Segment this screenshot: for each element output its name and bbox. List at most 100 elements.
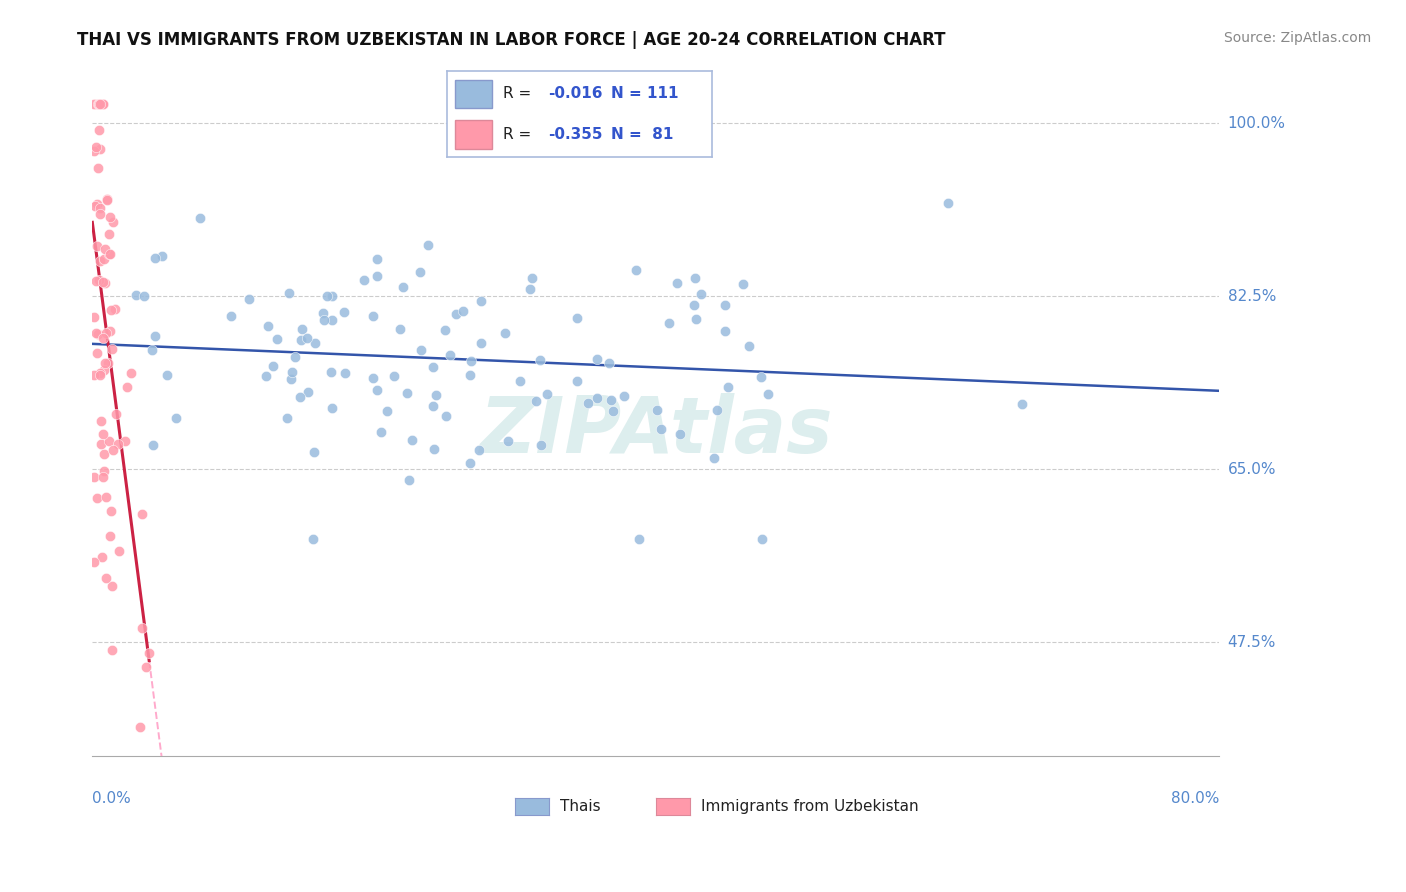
Point bbox=[141, 343, 163, 357]
Point bbox=[87, 161, 110, 175]
Text: 80.0%: 80.0% bbox=[1171, 791, 1219, 805]
Point bbox=[321, 401, 343, 415]
Point bbox=[389, 322, 412, 336]
Point bbox=[683, 271, 706, 285]
Point bbox=[83, 368, 105, 383]
Point bbox=[93, 252, 115, 266]
Point bbox=[598, 356, 620, 370]
Text: 100.0%: 100.0% bbox=[1227, 116, 1285, 131]
Point bbox=[519, 282, 541, 296]
Point bbox=[291, 322, 314, 336]
Point bbox=[87, 96, 110, 111]
Point bbox=[451, 304, 474, 318]
Point bbox=[262, 359, 284, 373]
Point bbox=[335, 366, 357, 380]
Point bbox=[84, 140, 107, 154]
Point bbox=[522, 271, 544, 285]
Point bbox=[280, 372, 302, 386]
Point bbox=[302, 532, 325, 546]
Point bbox=[422, 400, 444, 414]
Point bbox=[97, 227, 120, 241]
Point bbox=[89, 273, 111, 287]
Point bbox=[370, 425, 392, 439]
Point bbox=[98, 246, 121, 260]
Point bbox=[434, 409, 457, 423]
Point bbox=[297, 385, 319, 400]
Point bbox=[524, 393, 547, 408]
Point bbox=[565, 374, 588, 388]
Text: THAI VS IMMIGRANTS FROM UZBEKISTAN IN LABOR FORCE | AGE 20-24 CORRELATION CHART: THAI VS IMMIGRANTS FROM UZBEKISTAN IN LA… bbox=[77, 31, 946, 49]
Point bbox=[100, 579, 122, 593]
Point bbox=[94, 242, 117, 256]
Point bbox=[284, 351, 307, 365]
Point bbox=[425, 388, 447, 402]
Point bbox=[689, 286, 711, 301]
Point bbox=[585, 352, 607, 367]
Point bbox=[401, 433, 423, 447]
Point bbox=[446, 308, 468, 322]
Text: 82.5%: 82.5% bbox=[1227, 289, 1275, 304]
Point bbox=[89, 96, 111, 111]
Point bbox=[361, 309, 384, 323]
Point bbox=[238, 293, 260, 307]
Point bbox=[382, 368, 405, 383]
Point bbox=[104, 302, 127, 317]
Point bbox=[98, 324, 121, 338]
Point bbox=[93, 96, 115, 111]
Point bbox=[468, 443, 491, 458]
Point bbox=[86, 96, 108, 111]
Point bbox=[131, 507, 153, 521]
Point bbox=[90, 414, 112, 428]
Point bbox=[86, 491, 108, 505]
Point bbox=[751, 532, 773, 546]
Point bbox=[624, 263, 647, 277]
Point bbox=[714, 324, 737, 338]
Point bbox=[108, 544, 131, 558]
Point bbox=[613, 389, 636, 403]
Point bbox=[602, 404, 624, 418]
Point bbox=[129, 719, 152, 733]
Point bbox=[254, 368, 277, 383]
Point bbox=[576, 395, 599, 409]
Point bbox=[100, 303, 122, 318]
Point bbox=[312, 306, 335, 320]
Point bbox=[567, 311, 589, 326]
Point bbox=[97, 356, 120, 370]
Point bbox=[94, 490, 117, 504]
Point bbox=[188, 211, 211, 225]
Point bbox=[165, 410, 187, 425]
Point bbox=[470, 293, 492, 308]
Point bbox=[114, 434, 136, 448]
Point bbox=[143, 251, 166, 265]
Point bbox=[685, 312, 707, 326]
Point bbox=[93, 362, 115, 376]
Point bbox=[104, 407, 127, 421]
Point bbox=[749, 369, 772, 384]
Point bbox=[120, 366, 142, 380]
Point bbox=[256, 318, 278, 333]
Point bbox=[706, 402, 728, 417]
Point bbox=[276, 411, 298, 425]
Point bbox=[91, 550, 114, 565]
Point bbox=[278, 286, 301, 301]
Point bbox=[97, 247, 120, 261]
Point bbox=[682, 298, 704, 312]
Point bbox=[738, 339, 761, 353]
Point bbox=[290, 333, 312, 347]
Point bbox=[98, 434, 121, 448]
Point bbox=[86, 239, 108, 253]
Point bbox=[93, 356, 115, 370]
Text: Thais: Thais bbox=[560, 798, 600, 814]
Point bbox=[86, 345, 108, 359]
Point bbox=[90, 436, 112, 450]
Point bbox=[316, 289, 339, 303]
Point bbox=[100, 643, 122, 657]
Point bbox=[87, 327, 110, 342]
Point bbox=[731, 277, 754, 291]
Point bbox=[650, 422, 672, 436]
Point bbox=[458, 456, 481, 470]
Point bbox=[297, 331, 319, 345]
Point bbox=[366, 268, 388, 283]
Point bbox=[96, 326, 118, 341]
Point bbox=[83, 198, 105, 212]
